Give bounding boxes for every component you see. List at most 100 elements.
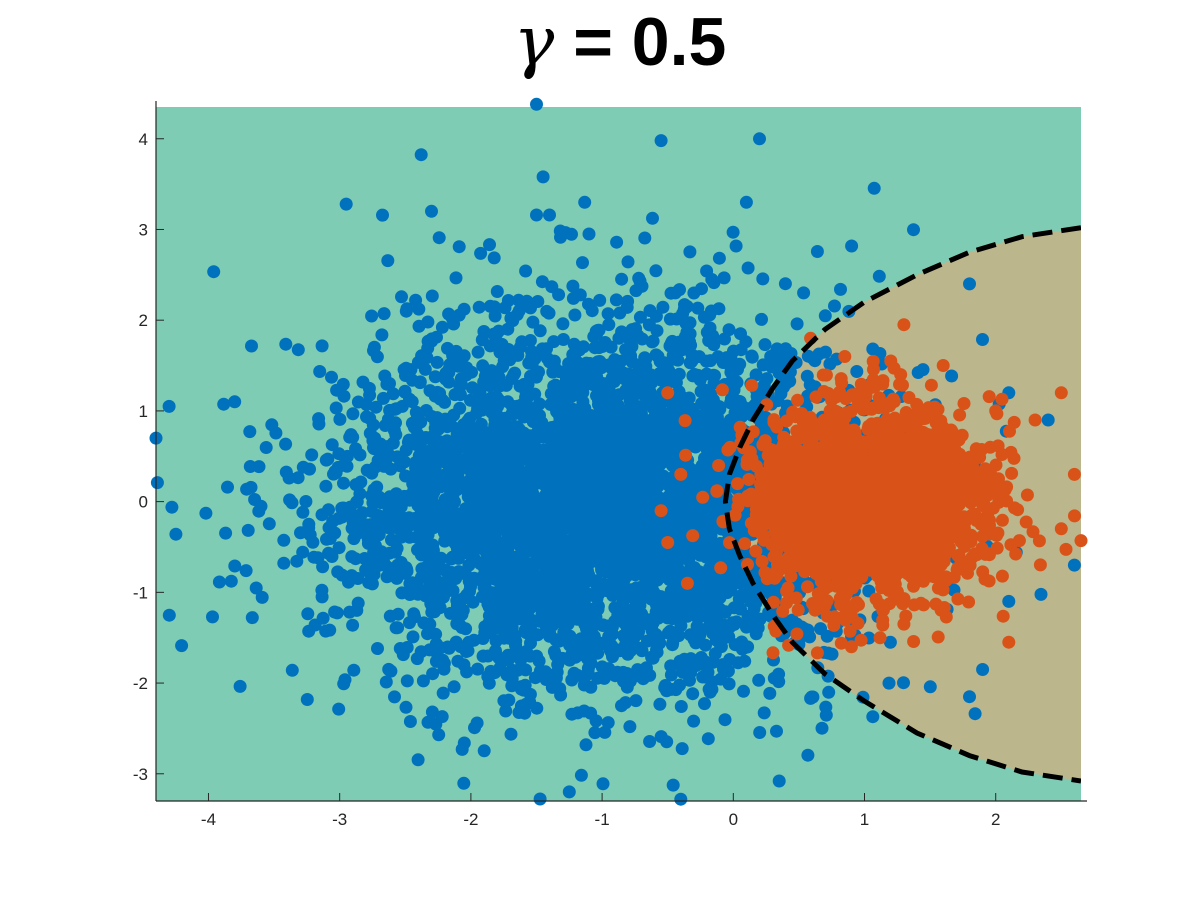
point-class-a xyxy=(559,602,573,616)
point-class-a xyxy=(649,309,663,323)
point-class-a xyxy=(825,647,839,661)
point-class-a xyxy=(412,302,426,316)
point-class-a xyxy=(433,392,447,406)
point-class-a xyxy=(737,684,750,698)
point-class-a xyxy=(705,683,719,696)
point-class-a xyxy=(413,376,427,390)
point-class-a xyxy=(451,547,464,561)
point-class-a xyxy=(659,437,672,451)
point-class-a xyxy=(394,556,408,569)
point-class-a xyxy=(514,522,527,536)
point-class-a xyxy=(381,254,395,268)
point-class-a xyxy=(483,537,497,551)
point-class-a xyxy=(701,665,715,679)
point-class-a xyxy=(471,662,485,676)
point-class-a xyxy=(322,546,335,560)
point-class-a xyxy=(818,309,832,323)
point-class-a xyxy=(834,282,847,296)
point-class-a xyxy=(577,678,591,692)
point-class-a xyxy=(457,776,471,790)
point-class-a xyxy=(683,245,697,259)
point-class-a xyxy=(460,525,474,539)
point-class-a xyxy=(598,725,612,739)
point-class-a xyxy=(490,285,504,298)
point-class-a xyxy=(607,375,621,388)
point-class-a xyxy=(371,454,385,467)
point-class-a xyxy=(667,628,681,642)
point-class-a xyxy=(740,640,754,654)
point-class-a xyxy=(633,310,647,324)
point-class-a xyxy=(722,677,736,691)
point-class-a xyxy=(753,726,767,739)
point-class-a xyxy=(651,555,665,569)
point-class-a xyxy=(474,246,488,260)
point-class-a xyxy=(592,419,606,433)
point-class-a xyxy=(641,634,654,648)
point-class-a xyxy=(468,721,481,735)
point-class-a xyxy=(546,618,560,632)
point-class-a xyxy=(698,697,711,711)
point-class-a xyxy=(611,643,625,657)
point-class-a xyxy=(610,235,624,249)
point-class-a xyxy=(339,197,353,211)
point-class-a xyxy=(492,324,506,338)
point-class-a xyxy=(714,549,728,563)
point-class-a xyxy=(488,335,502,349)
point-class-a xyxy=(381,514,395,528)
point-class-a xyxy=(636,434,650,448)
point-class-a xyxy=(542,306,556,320)
point-class-a xyxy=(399,369,412,382)
point-class-a xyxy=(819,700,833,714)
point-class-a xyxy=(528,502,542,516)
point-class-a xyxy=(595,545,609,559)
point-class-a xyxy=(500,546,514,560)
point-class-a xyxy=(549,378,563,392)
point-class-a xyxy=(1041,413,1055,427)
point-class-a xyxy=(319,479,333,493)
point-class-a xyxy=(265,418,279,432)
point-class-a xyxy=(563,381,577,395)
point-class-a xyxy=(478,626,492,639)
point-class-a xyxy=(638,231,652,245)
point-class-a xyxy=(676,511,690,525)
point-class-a xyxy=(635,386,649,400)
point-class-a xyxy=(629,694,643,708)
point-class-a xyxy=(530,97,543,111)
point-class-a xyxy=(353,448,367,462)
point-class-a xyxy=(300,693,314,706)
point-class-a xyxy=(429,717,443,731)
point-class-a xyxy=(427,481,441,495)
point-class-a xyxy=(411,753,425,767)
point-class-a xyxy=(510,567,524,581)
point-class-a xyxy=(591,524,605,538)
point-class-a xyxy=(963,277,976,291)
point-class-a xyxy=(475,333,489,347)
point-class-a xyxy=(364,555,378,569)
point-class-a xyxy=(325,438,339,452)
point-class-a xyxy=(596,777,610,791)
point-class-a xyxy=(729,239,743,253)
point-class-a xyxy=(652,458,666,472)
point-class-a xyxy=(437,662,451,676)
point-class-a xyxy=(407,420,421,434)
point-class-a xyxy=(654,134,668,148)
point-class-a xyxy=(447,680,461,694)
point-class-a xyxy=(635,548,649,562)
point-class-a xyxy=(377,307,391,321)
point-class-a xyxy=(316,611,330,625)
point-class-a xyxy=(399,304,413,318)
point-class-a xyxy=(513,486,527,500)
point-class-a xyxy=(463,491,477,505)
point-class-a xyxy=(277,533,291,547)
point-class-a xyxy=(315,339,329,353)
point-class-a xyxy=(618,449,632,463)
point-class-a xyxy=(758,338,772,352)
point-class-a xyxy=(512,293,526,307)
point-class-a xyxy=(968,707,982,721)
point-class-a xyxy=(463,411,477,425)
point-class-a xyxy=(259,441,273,454)
point-class-a xyxy=(365,466,379,480)
point-class-a xyxy=(421,472,435,486)
point-class-a xyxy=(439,372,453,386)
point-class-a xyxy=(601,716,615,730)
